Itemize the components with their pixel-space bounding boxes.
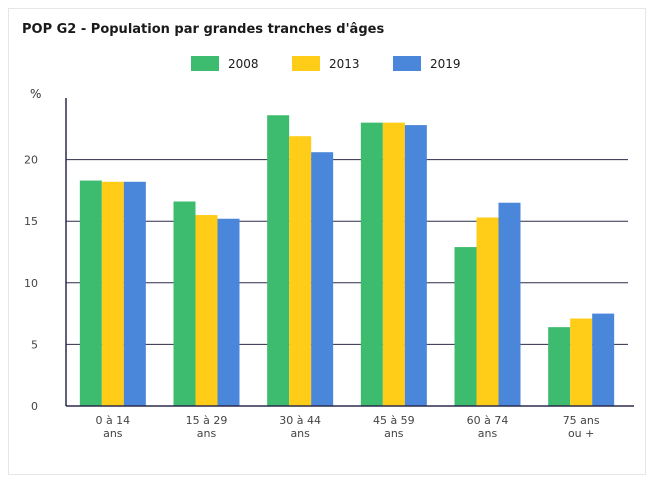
x-tick-label-4: 60 à 74 ans xyxy=(467,414,509,440)
y-tick-label-10: 10 xyxy=(24,277,38,290)
bar-2008-cat-5 xyxy=(548,327,571,406)
x-tick-label-line: 0 à 14 xyxy=(95,414,130,427)
x-tick-label-line: 60 à 74 xyxy=(467,414,509,427)
bar-2013-cat-5 xyxy=(570,318,593,406)
y-tick-label-15: 15 xyxy=(24,215,38,228)
x-tick-label-line: 45 à 59 xyxy=(373,414,415,427)
chart-legend: 2008 2013 2019 xyxy=(0,56,654,72)
legend-swatch-2008 xyxy=(191,56,219,71)
y-tick-label-5: 5 xyxy=(31,338,38,351)
bar-2019-cat-3 xyxy=(404,125,427,406)
bar-2013-cat-2 xyxy=(289,136,312,406)
bar-2019-cat-4 xyxy=(498,202,521,406)
x-tick-label-line: ans xyxy=(384,427,404,440)
bar-2013-cat-0 xyxy=(101,181,124,406)
bar-2019-cat-5 xyxy=(592,313,615,406)
x-tick-label-line: 30 à 44 xyxy=(279,414,321,427)
bar-2008-cat-2 xyxy=(267,115,290,407)
legend-swatch-2019 xyxy=(393,56,421,71)
x-tick-label-line: ans xyxy=(103,427,123,440)
bar-2008-cat-1 xyxy=(173,201,196,406)
chart-title: POP G2 - Population par grandes tranches… xyxy=(22,22,385,37)
bar-2013-cat-3 xyxy=(382,122,405,406)
bar-2008-cat-4 xyxy=(454,247,477,406)
x-tick-label-line: 75 ans xyxy=(563,414,600,427)
x-tick-label-line: ou + xyxy=(568,427,594,440)
bar-2013-cat-1 xyxy=(195,215,218,406)
legend-label-2019: 2019 xyxy=(430,57,461,71)
bar-2019-cat-0 xyxy=(123,181,146,406)
bar-2008-cat-3 xyxy=(360,122,383,406)
x-tick-label-3: 45 à 59 ans xyxy=(373,414,415,440)
x-tick-label-line: ans xyxy=(197,427,217,440)
x-tick-label-line: 15 à 29 xyxy=(186,414,228,427)
bar-2008-cat-0 xyxy=(79,180,102,406)
bar-2019-cat-2 xyxy=(311,152,334,406)
bar-2019-cat-1 xyxy=(217,218,240,406)
x-tick-label-1: 15 à 29 ans xyxy=(186,414,228,440)
x-tick-label-line: ans xyxy=(478,427,498,440)
x-tick-label-0: 0 à 14 ans xyxy=(95,414,130,440)
x-tick-label-line: ans xyxy=(290,427,310,440)
bar-2013-cat-4 xyxy=(476,217,499,406)
y-tick-label-20: 20 xyxy=(24,154,38,167)
x-tick-label-2: 30 à 44 ans xyxy=(279,414,321,440)
x-tick-label-5: 75 ans ou + xyxy=(563,414,600,440)
y-tick-label-0: 0 xyxy=(31,400,38,413)
legend-label-2008: 2008 xyxy=(228,57,259,71)
y-axis-unit-label: % xyxy=(30,87,41,101)
legend-swatch-2013 xyxy=(292,56,320,71)
legend-label-2013: 2013 xyxy=(329,57,360,71)
